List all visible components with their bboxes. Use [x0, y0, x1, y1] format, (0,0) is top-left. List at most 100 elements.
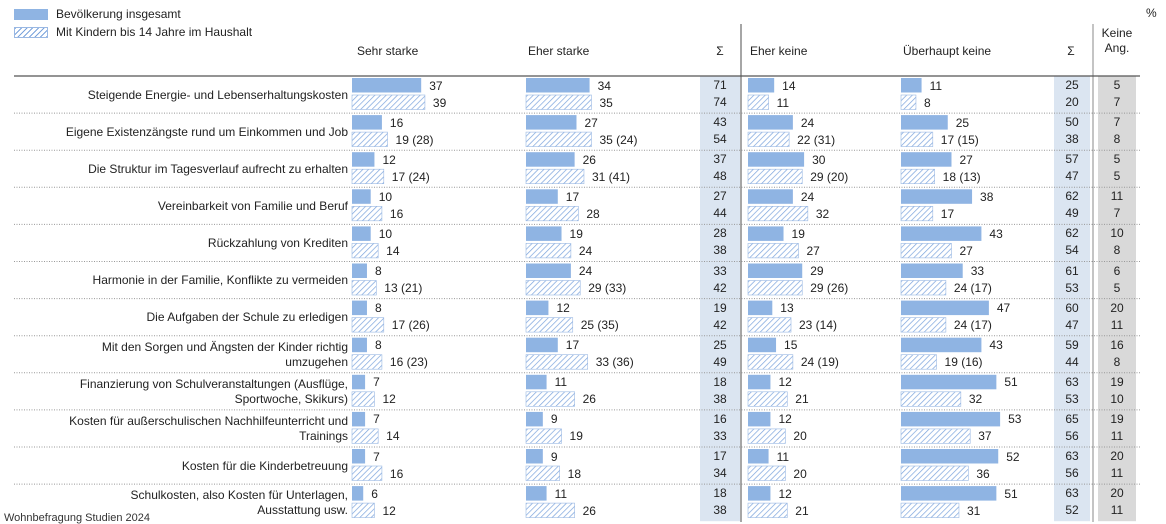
row-label-9-line-2: Sportwoche, Skikurs) [234, 391, 348, 406]
value-kids-r12-c3: 21 [795, 503, 809, 518]
keine-r5-2: 8 [1113, 243, 1121, 258]
bar-total-r3-c3 [748, 152, 805, 167]
keine-r8-1: 16 [1110, 337, 1124, 352]
value-kids-r8-c4: 19 (16) [944, 355, 983, 370]
value-total-r9-c2: 11 [554, 375, 568, 390]
value-kids-r7-c2: 25 (35) [580, 318, 619, 333]
bar-total-r9-c1 [352, 374, 366, 390]
value-kids-r3-c2: 31 (41) [591, 169, 630, 184]
value-total-r5-c1: 10 [378, 226, 393, 241]
value-total-r12-c2: 11 [554, 486, 568, 501]
row-label-12-line-1: Schulkosten, also Kosten für Unterlagen, [130, 488, 348, 503]
header-eher-keine: Eher keine [750, 44, 808, 58]
row-label-8-line-1: Mit den Sorgen und Ängsten der Kinder ri… [101, 339, 348, 354]
value-total-r3-c4: 27 [959, 152, 973, 167]
bar-kids-r5-c1 [351, 243, 379, 259]
sum2-r11-1: 63 [1065, 449, 1079, 463]
bar-kids-r8-c3 [747, 354, 794, 370]
value-total-r7-c3: 13 [780, 301, 794, 316]
sum2-r4-1: 62 [1065, 189, 1079, 204]
sum2-r7-2: 47 [1065, 317, 1079, 332]
value-total-r6-c3: 29 [810, 264, 824, 278]
value-kids-r10-c4: 37 [978, 429, 992, 444]
bar-total-r1-c3 [748, 78, 775, 93]
bar-total-r3-c4 [901, 152, 952, 167]
value-kids-r6-c2: 29 (33) [588, 281, 627, 295]
header-eher-starke: Eher starke [528, 44, 590, 58]
bar-kids-r5-c4 [900, 243, 952, 259]
bar-kids-r1-c1 [351, 94, 426, 110]
value-total-r1-c1: 37 [429, 78, 443, 93]
bar-kids-r10-c2 [525, 428, 562, 444]
sum2-r12-2: 52 [1065, 503, 1079, 518]
bar-kids-r11-c2 [525, 465, 560, 481]
sum2-r9-2: 53 [1065, 391, 1079, 406]
bar-total-r8-c4 [901, 337, 982, 353]
bar-kids-r3-c1 [351, 168, 385, 184]
keine-r4-2: 7 [1113, 206, 1121, 221]
bar-kids-r11-c3 [747, 465, 786, 481]
value-total-r6-c2: 24 [578, 264, 593, 278]
sum1-r3-1: 37 [713, 152, 727, 167]
sum2-r11-2: 56 [1065, 466, 1079, 480]
sum1-r1-2: 74 [713, 95, 727, 109]
bar-total-r2-c2 [526, 115, 577, 130]
keine-r12-1: 20 [1110, 486, 1124, 501]
keine-r2-1: 7 [1113, 115, 1121, 130]
sum2-r3-2: 47 [1065, 169, 1079, 184]
value-total-r6-c4: 33 [970, 264, 985, 278]
value-total-r5-c4: 43 [989, 226, 1003, 241]
keine-r3-2: 5 [1113, 169, 1121, 184]
sum2-r8-1: 59 [1065, 337, 1079, 352]
row-label-10-line-1: Kosten für außerschulischen Nachhilfeunt… [69, 413, 348, 428]
value-kids-r4-c1: 16 [389, 206, 404, 221]
bar-total-r1-c4 [901, 78, 922, 93]
bar-total-r5-c3 [748, 226, 784, 241]
sum1-r11-2: 34 [713, 466, 727, 480]
value-total-r2-c4: 25 [955, 115, 970, 130]
value-kids-r7-c4: 24 (17) [953, 318, 992, 333]
keine-r10-1: 19 [1110, 411, 1124, 426]
bar-kids-r10-c1 [351, 428, 379, 444]
value-total-r2-c1: 16 [389, 115, 404, 130]
value-kids-r11-c4: 36 [976, 466, 990, 481]
row-label-3-line-1: Die Struktur im Tagesverlauf aufrecht zu… [88, 161, 348, 176]
value-kids-r10-c2: 19 [569, 429, 583, 444]
bar-kids-r1-c4 [900, 94, 917, 110]
sum1-r3-2: 48 [713, 169, 727, 184]
value-kids-r9-c1: 12 [382, 392, 396, 407]
value-kids-r4-c3: 32 [815, 206, 830, 221]
sum1-r2-1: 43 [713, 115, 727, 130]
bar-total-r12-c1 [352, 486, 364, 501]
value-total-r1-c4: 11 [929, 78, 943, 93]
row-label-7: Die Aufgaben der Schule zu erledigen [4, 310, 348, 325]
value-total-r1-c2: 34 [597, 78, 611, 93]
value-total-r5-c2: 19 [569, 226, 583, 241]
value-total-r8-c2: 17 [565, 338, 580, 353]
bar-total-r6-c1 [352, 263, 367, 278]
sum2-r5-2: 54 [1065, 243, 1079, 258]
value-total-r9-c1: 7 [373, 375, 380, 390]
value-kids-r5-c4: 27 [959, 243, 973, 258]
value-kids-r6-c4: 24 (17) [953, 281, 992, 295]
row-label-7-line-1: Die Aufgaben der Schule zu erledigen [146, 310, 348, 325]
bar-total-r2-c4 [901, 115, 948, 130]
value-kids-r3-c4: 18 (13) [942, 169, 981, 184]
row-label-1: Steigende Energie- und Lebenserhaltungsk… [4, 88, 348, 103]
row-label-12-line-2: Ausstattung usw. [257, 503, 348, 518]
keine-r9-1: 19 [1110, 374, 1124, 389]
bar-kids-r2-c4 [900, 131, 934, 147]
bar-kids-r3-c3 [747, 168, 803, 184]
row-label-11-line-1: Kosten für die Kinderbetreuung [181, 458, 348, 473]
bar-total-r1-c1 [352, 78, 422, 93]
keine-r8-2: 8 [1113, 354, 1121, 369]
header-ueberhaupt-keine: Überhaupt keine [903, 44, 992, 58]
bar-kids-r4-c1 [351, 206, 383, 222]
bar-total-r8-c3 [748, 337, 777, 353]
bar-total-r7-c4 [901, 300, 989, 316]
bar-total-r4-c1 [352, 189, 371, 204]
bar-kids-r2-c3 [747, 131, 790, 147]
row-label-6-line-1: Harmonie in der Familie, Konflikte zu ve… [92, 273, 348, 288]
keine-r12-2: 11 [1110, 503, 1124, 518]
header-keine-ang-line2: Ang. [1104, 41, 1130, 55]
